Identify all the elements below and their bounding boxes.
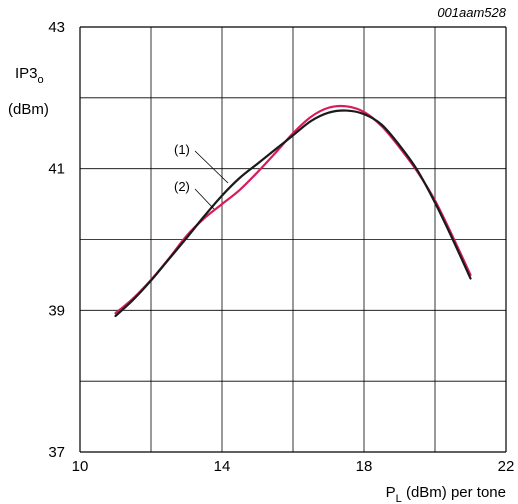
y-tick-label: 41 [48, 161, 65, 178]
tick-labels: 10 14 18 22 37 39 41 43 [48, 19, 514, 475]
y-tick-label: 37 [48, 444, 65, 461]
x-tick-label: 22 [498, 458, 515, 475]
series-line-1 [114, 109, 472, 318]
annotation-label-2: (2) [174, 179, 190, 194]
x-tick-label: 10 [72, 458, 89, 475]
reference-id: 001aam528 [437, 5, 506, 20]
annotation-label-1: (1) [174, 142, 190, 157]
annotation-leader-1 [194, 150, 229, 184]
series-lines [114, 104, 472, 318]
y-axis-label: IP3o [15, 65, 44, 86]
annotations: (1) (2) [174, 142, 229, 210]
annotation-leader-2 [194, 188, 215, 210]
grid [79, 26, 507, 453]
x-axis-label: PL (dBm) per tone [386, 484, 506, 504]
y-tick-label: 43 [48, 19, 65, 36]
y-tick-label: 39 [48, 302, 65, 319]
y-axis-label-units: (dBm) [8, 101, 49, 118]
x-tick-label: 14 [214, 458, 231, 475]
x-tick-label: 18 [356, 458, 373, 475]
